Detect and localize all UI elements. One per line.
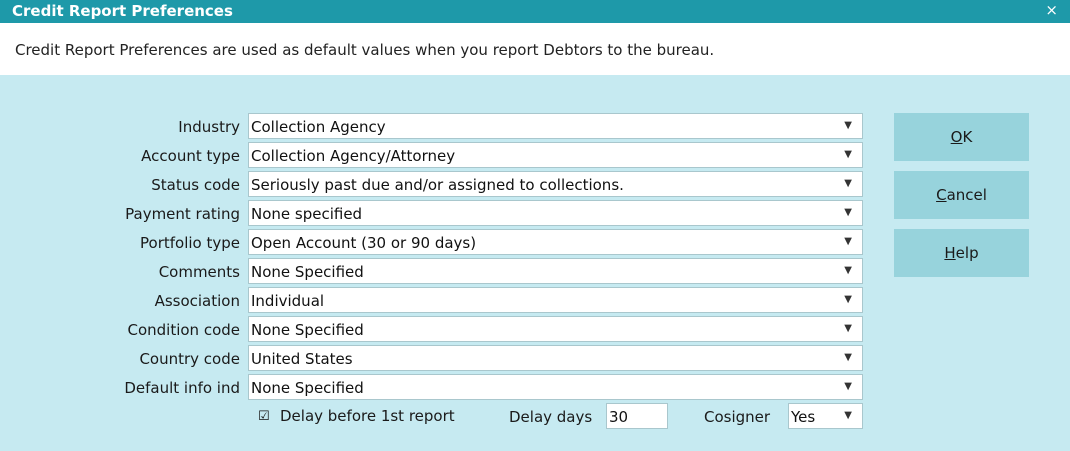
association-label: Association [154,292,240,310]
delay-days-label: Delay days [509,408,593,426]
chevron-down-icon[interactable]: ▼ [844,149,852,160]
cancel-button[interactable]: Cancel [894,171,1029,219]
country-code-select[interactable]: United States ▼ [248,345,863,371]
delay-days-value: 30 [609,408,629,426]
status-code-label: Status code [151,176,240,194]
industry-select[interactable]: Collection Agency ▼ [248,113,863,139]
cancel-label-rest: ancel [946,186,987,204]
industry-value: Collection Agency [251,118,386,136]
default-info-ind-value: None Specified [251,379,364,397]
comments-value: None Specified [251,263,364,281]
industry-label: Industry [178,118,240,136]
help-button[interactable]: Help [894,229,1029,277]
chevron-down-icon[interactable]: ▼ [844,352,852,363]
ok-button[interactable]: OK [894,113,1029,161]
account-type-select[interactable]: Collection Agency/Attorney ▼ [248,142,863,168]
description-panel: Credit Report Preferences are used as de… [0,23,1070,75]
description-text: Credit Report Preferences are used as de… [15,41,715,59]
cosigner-label: Cosigner [704,408,771,426]
payment-rating-label: Payment rating [125,205,240,223]
chevron-down-icon[interactable]: ▼ [844,265,852,276]
chevron-down-icon[interactable]: ▼ [844,323,852,334]
association-value: Individual [251,292,325,310]
condition-code-value: None Specified [251,321,364,339]
payment-rating-value: None specified [251,205,363,223]
delay-checkbox-label[interactable]: Delay before 1st report [280,407,455,425]
association-select[interactable]: Individual ▼ [248,287,863,313]
condition-code-select[interactable]: None Specified ▼ [248,316,863,342]
portfolio-type-value: Open Account (30 or 90 days) [251,234,477,252]
default-info-ind-select[interactable]: None Specified ▼ [248,374,863,400]
country-code-label: Country code [139,350,240,368]
ok-label-rest: K [962,128,973,146]
account-type-label: Account type [141,147,240,165]
ok-mnemonic: O [950,128,963,146]
help-mnemonic: H [944,244,956,262]
cosigner-value: Yes [791,408,816,426]
portfolio-type-select[interactable]: Open Account (30 or 90 days) ▼ [248,229,863,255]
cancel-mnemonic: C [936,186,947,204]
chevron-down-icon[interactable]: ▼ [844,236,852,247]
chevron-down-icon[interactable]: ▼ [844,410,852,421]
delay-checkbox[interactable]: ☑ [258,409,270,424]
chevron-down-icon[interactable]: ▼ [844,294,852,305]
title-bar: Credit Report Preferences × [0,0,1070,23]
chevron-down-icon[interactable]: ▼ [844,381,852,392]
status-code-select[interactable]: Seriously past due and/or assigned to co… [248,171,863,197]
cosigner-select[interactable]: Yes ▼ [788,403,863,429]
portfolio-type-label: Portfolio type [140,234,240,252]
comments-select[interactable]: None Specified ▼ [248,258,863,284]
condition-code-label: Condition code [127,321,240,339]
close-icon[interactable]: × [1045,1,1058,19]
help-label-rest: elp [955,244,979,262]
chevron-down-icon[interactable]: ▼ [844,120,852,131]
chevron-down-icon[interactable]: ▼ [844,207,852,218]
delay-days-input[interactable]: 30 [606,403,668,429]
country-code-value: United States [251,350,353,368]
default-info-ind-label: Default info ind [124,379,240,397]
chevron-down-icon[interactable]: ▼ [844,178,852,189]
payment-rating-select[interactable]: None specified ▼ [248,200,863,226]
comments-label: Comments [158,263,240,281]
account-type-value: Collection Agency/Attorney [251,147,456,165]
window-title: Credit Report Preferences [12,2,233,20]
status-code-value: Seriously past due and/or assigned to co… [251,176,624,194]
